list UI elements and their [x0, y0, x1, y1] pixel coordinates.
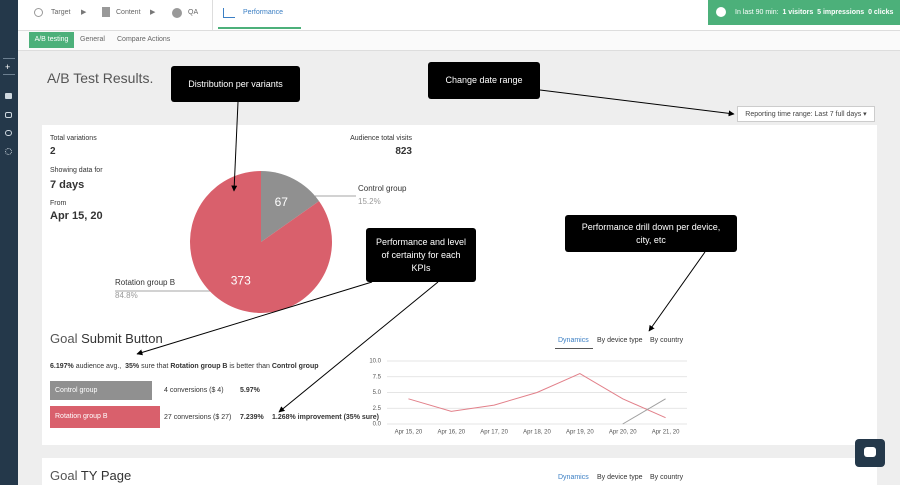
time-range-button[interactable]: Reporting time range: Last 7 full days ▾	[737, 106, 875, 122]
view-underline	[555, 348, 593, 349]
tab-bar	[18, 31, 900, 51]
annotation: Performance and level of certainty for e…	[366, 228, 476, 282]
stat-value: Apr 15, 20	[50, 210, 103, 222]
pie-label: Rotation group B	[115, 278, 175, 287]
view-tab[interactable]: By device type	[597, 474, 643, 481]
annotation-arrow	[648, 251, 706, 332]
qa-icon	[172, 8, 182, 18]
improvement: 1.268% improvement (35% sure)	[272, 414, 379, 421]
annotation: Change date range	[428, 62, 540, 99]
view-tab[interactable]: By device type	[597, 337, 643, 344]
pie-slice	[189, 171, 332, 313]
separator	[212, 0, 213, 30]
y-tick-label: 0.0	[373, 422, 382, 428]
active-underline	[218, 27, 301, 29]
variant-bar: Rotation group B	[50, 406, 160, 428]
view-tab[interactable]: By country	[650, 474, 684, 481]
card	[42, 458, 877, 485]
series-line	[408, 373, 666, 419]
activity-item: 0 clicks	[868, 9, 894, 16]
step[interactable]: Content	[116, 9, 141, 16]
y-tick-label: 7.5	[373, 374, 382, 380]
annotation-arrow	[231, 101, 239, 192]
activity-text: In last 90 min: 1 visitors 5 impressions…	[735, 9, 893, 16]
x-tick-label: Apr 15, 20	[395, 430, 423, 436]
rate: 7.239%	[240, 414, 264, 421]
activity-label: In last 90 min:	[735, 9, 779, 16]
summary-part: audience avg.,	[75, 363, 122, 370]
content-icon	[102, 7, 110, 17]
stat-label: Total variations	[50, 135, 97, 142]
card	[42, 125, 877, 445]
view-tab[interactable]: By country	[650, 337, 684, 344]
series-line	[622, 398, 666, 425]
conversions: 4 conversions ($ 4)	[164, 387, 224, 394]
goal-prefix: Goal	[50, 331, 78, 346]
step[interactable]: QA	[188, 9, 199, 16]
stat-label: Showing data for	[50, 167, 103, 174]
step-arrow: ▶	[150, 9, 156, 16]
goal-name: TY Page	[80, 468, 132, 483]
annotation-arrow	[278, 281, 439, 413]
x-tick-label: Apr 20, 20	[609, 430, 637, 436]
x-tick-label: Apr 19, 20	[566, 430, 594, 436]
variant-bar: Control group	[50, 381, 152, 400]
annotation-arrow	[136, 281, 373, 356]
x-tick-label: Apr 17, 20	[480, 430, 508, 436]
activity-item: 1 visitors	[782, 9, 814, 16]
stat-label: From	[50, 200, 67, 207]
goal-title: Goal TY Page	[50, 468, 131, 483]
target-icon	[34, 8, 43, 17]
summary-part: 35%	[125, 363, 140, 370]
y-tick-label: 5.0	[373, 390, 382, 396]
pie-slice	[261, 171, 320, 242]
activity-box	[708, 0, 900, 25]
goal-summary: 6.197% audience avg., 35% sure that Rota…	[50, 363, 319, 370]
y-tick-label: 2.5	[373, 406, 382, 412]
tab[interactable]: General	[80, 36, 105, 43]
goal-title: Goal Submit Button	[50, 331, 163, 346]
goal-prefix: Goal	[50, 468, 78, 483]
annotation-arrow	[539, 89, 735, 117]
view-tab[interactable]: Dynamics	[558, 337, 589, 344]
tab[interactable]: A/B testing	[29, 32, 74, 48]
page-title: A/B Test Results.	[47, 70, 154, 86]
stat-value: 7 days	[50, 179, 85, 191]
x-tick-label: Apr 21, 20	[652, 430, 680, 436]
summary-part: sure that	[141, 363, 169, 370]
tab[interactable]: Compare Actions	[117, 36, 171, 43]
activity-item: 5 impressions	[817, 9, 865, 16]
pie-percent: 84.8%	[115, 291, 138, 300]
summary-part: Control group	[271, 363, 319, 370]
view-tab[interactable]: Dynamics	[558, 474, 589, 481]
step-arrow: ▶	[81, 9, 87, 16]
step[interactable]: Performance	[243, 9, 284, 16]
chat-button[interactable]	[855, 439, 885, 467]
pie-percent: 15.2%	[358, 197, 381, 206]
summary-part: is better than	[229, 363, 270, 370]
slice-value: 67	[275, 195, 289, 209]
rate: 5.97%	[240, 387, 260, 394]
perf-icon	[223, 8, 235, 18]
annotation: Distribution per variants	[171, 66, 300, 102]
summary-part: 6.197%	[50, 363, 74, 370]
x-tick-label: Apr 18, 20	[523, 430, 551, 436]
annotation: Performance drill down per device, city,…	[565, 215, 737, 252]
sidebar: +	[0, 0, 18, 485]
stat-label: Audience total visits	[350, 135, 412, 142]
conversions: 27 conversions ($ 27)	[164, 414, 232, 421]
goal-name: Submit Button	[81, 331, 163, 346]
info-icon	[716, 7, 726, 17]
x-tick-label: Apr 16, 20	[437, 430, 465, 436]
stat-value: 823	[395, 146, 412, 157]
time-range: Reporting time range: Last 7 full days	[745, 111, 862, 118]
slice-value: 373	[231, 273, 251, 287]
y-tick-label: 10.0	[369, 359, 381, 365]
pie-label: Control group	[358, 184, 407, 193]
summary-part: Rotation group B	[170, 363, 228, 370]
stat-value: 2	[50, 146, 56, 157]
step[interactable]: Target	[51, 9, 71, 16]
